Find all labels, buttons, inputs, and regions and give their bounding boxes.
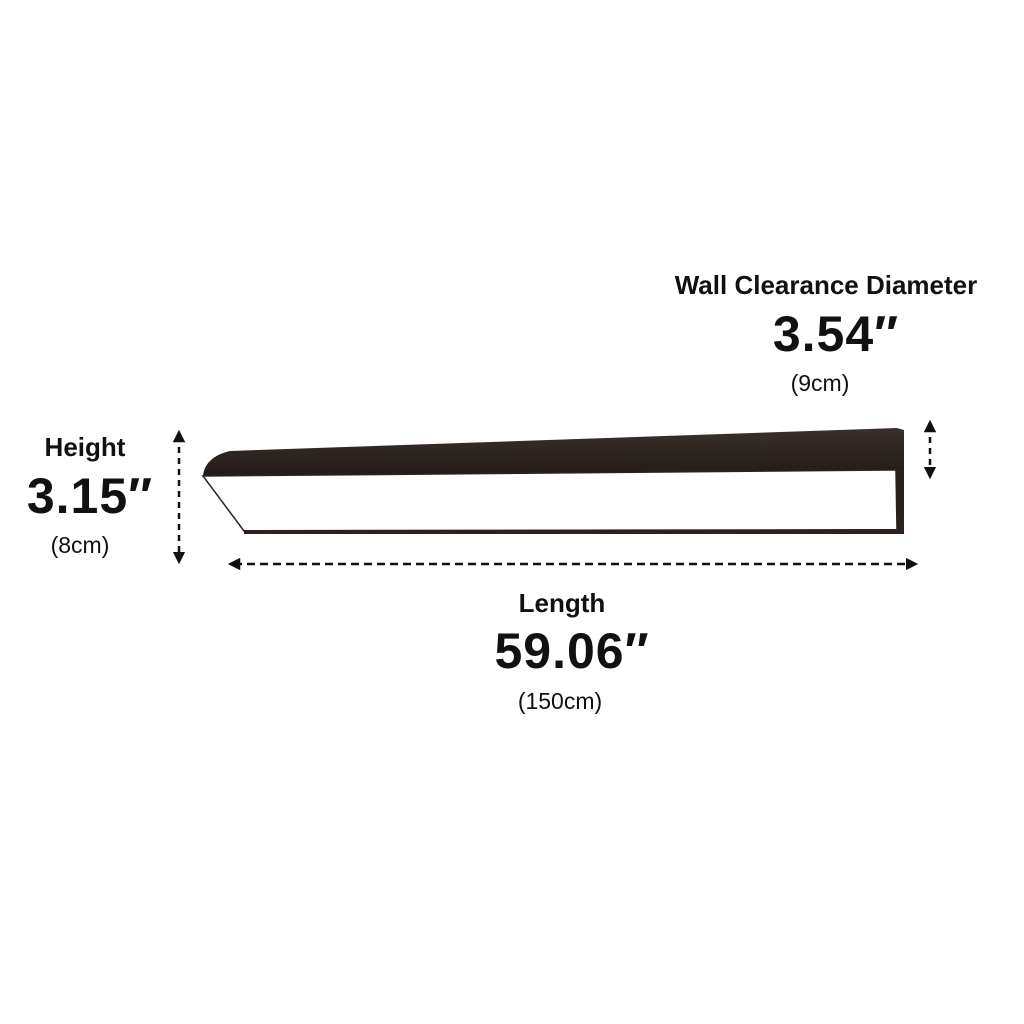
height-value: 3.15″ [26,468,154,524]
wall-clearance-metric: (9cm) [790,370,850,396]
fixture-top-band [203,428,904,476]
length-metric: (150cm) [517,688,603,714]
height-metric: (8cm) [50,532,110,558]
fixture-diffuser [201,469,898,532]
light-fixture [201,428,904,534]
fixture-end-cap [896,470,904,534]
height-label: Height [44,432,126,462]
wall-clearance-label: Wall Clearance Diameter [674,270,978,300]
wall-clearance-value: 3.54″ [772,306,900,362]
length-value: 59.06″ [494,623,650,679]
fixture-bottom-edge [244,529,904,534]
length-label: Length [518,588,606,618]
